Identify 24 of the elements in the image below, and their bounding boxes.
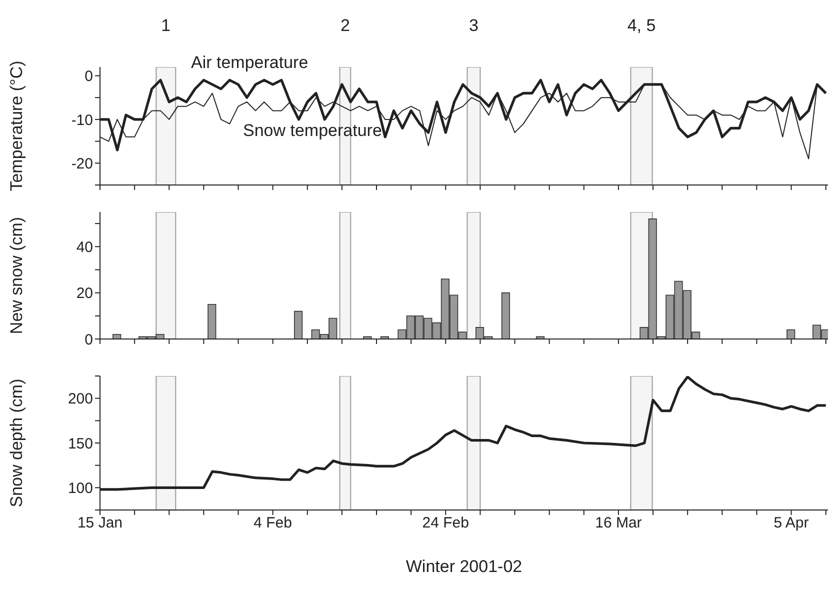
series-label: Snow temperature: [243, 121, 382, 141]
y-tick-label: 100: [68, 480, 93, 497]
band-label: 1: [161, 16, 171, 35]
y-tick-label: 40: [76, 238, 93, 256]
band-label: 3: [468, 16, 478, 35]
y-tick-label: 200: [68, 390, 93, 408]
y-tick-label: 20: [76, 285, 93, 302]
y-axis-title: Temperature (°C): [7, 60, 26, 192]
x-tick-label: 16 Mar: [595, 514, 642, 532]
x-tick-label: 4 Feb: [254, 514, 292, 532]
x-axis-title: Winter 2001-02: [406, 557, 522, 576]
y-tick-label: 0: [84, 331, 93, 348]
x-tick-label: 15 Jan: [77, 514, 123, 532]
y-axis-title: New snow (cm): [7, 216, 26, 334]
y-tick-label: 0: [84, 68, 93, 86]
band-label: 2: [340, 16, 350, 35]
y-tick-label: 150: [68, 435, 93, 452]
band-label: 4, 5: [627, 16, 656, 35]
y-axis-title: Snow depth (cm): [7, 378, 26, 508]
y-tick-label: -10: [71, 112, 93, 129]
series-label: Air temperature: [191, 53, 308, 73]
y-tick-label: -20: [71, 155, 93, 172]
x-tick-label: 5 Apr: [774, 514, 809, 532]
x-tick-label: 24 Feb: [422, 514, 469, 532]
